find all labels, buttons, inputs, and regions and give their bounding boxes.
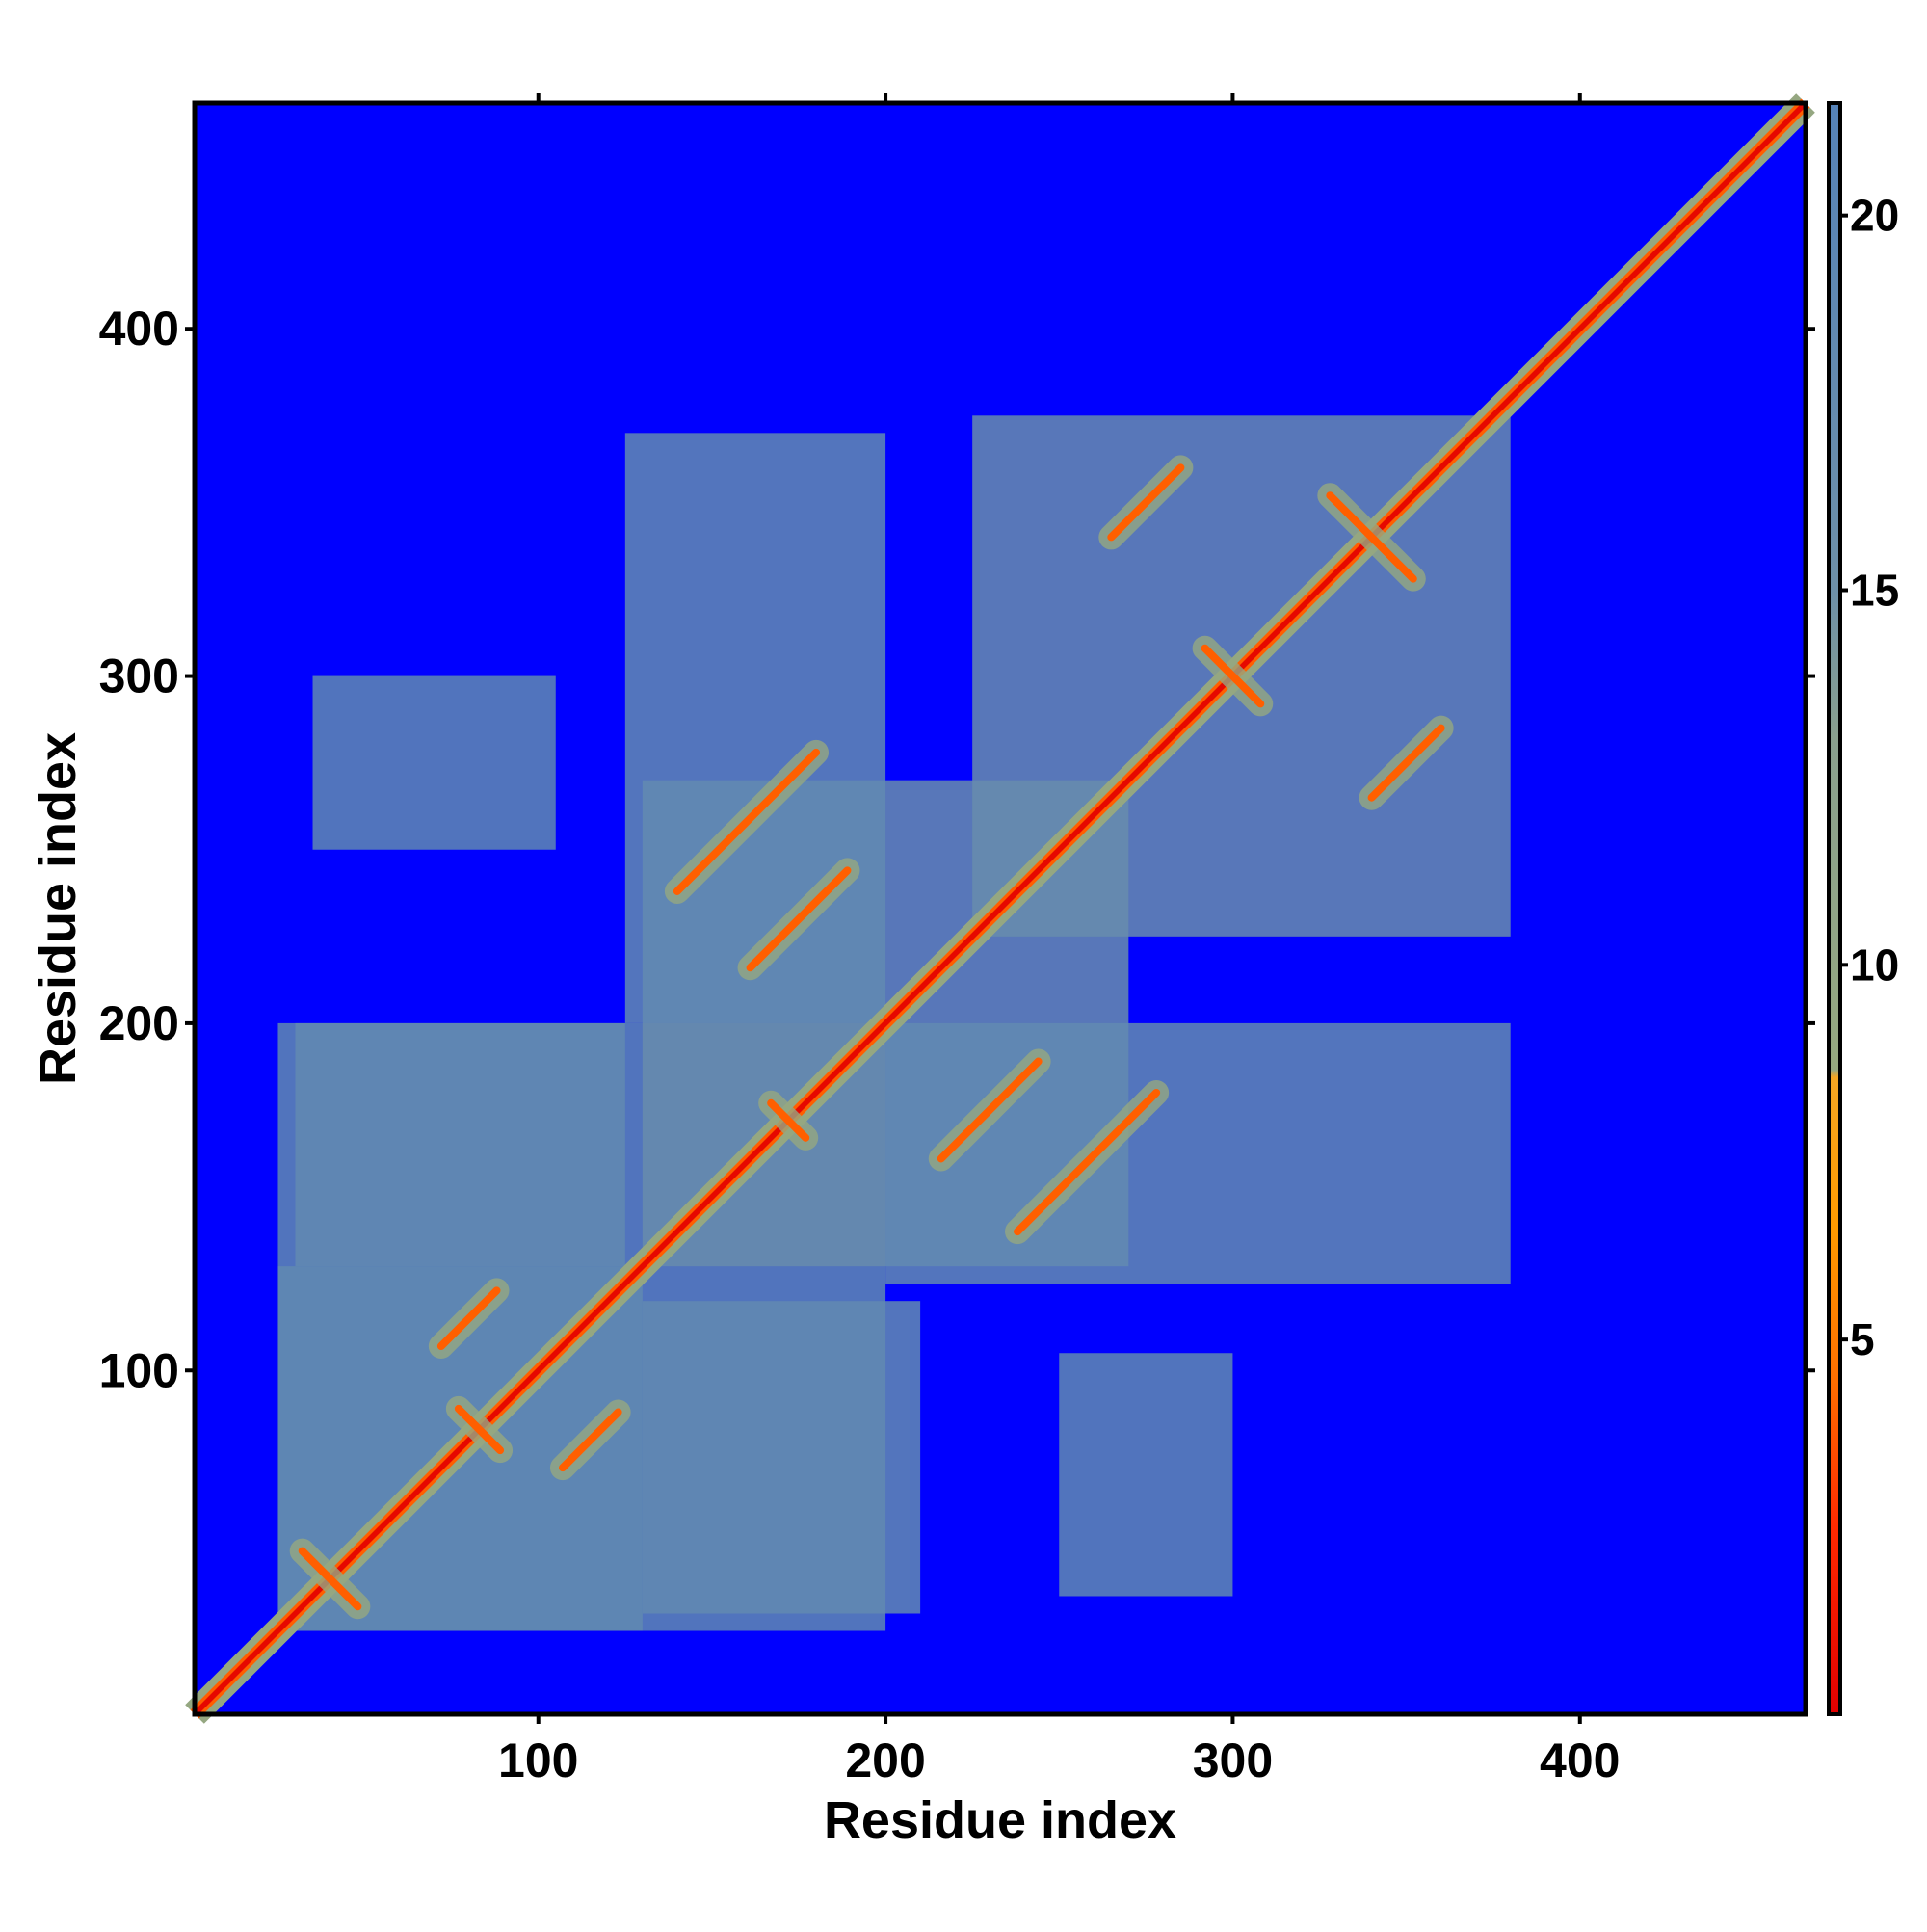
y-axis: 100 200 300 400 xyxy=(99,302,1815,1397)
colorbar-tick-label: 10 xyxy=(1850,940,1899,990)
domain-block-3 xyxy=(295,1022,625,1267)
contact-line-4 xyxy=(1326,491,1417,583)
colorbar: 5 10 15 20 xyxy=(1827,101,1899,1716)
colorbar-tick-label: 20 xyxy=(1850,191,1899,241)
colorbar-tick-label: 5 xyxy=(1850,1314,1875,1364)
domain-block-8 xyxy=(1059,1353,1233,1597)
x-tick-label: 400 xyxy=(1540,1734,1620,1787)
colorbar-gradient xyxy=(1827,101,1842,1716)
y-axis-label: Residue index xyxy=(29,732,87,1085)
contact-line-1 xyxy=(298,1547,362,1611)
y-tick-label: 200 xyxy=(99,996,179,1050)
contact-line-3 xyxy=(1201,644,1265,708)
x-tick-label: 200 xyxy=(845,1734,925,1787)
contact-line-12 xyxy=(558,1408,622,1472)
plot-frame xyxy=(192,100,1808,1717)
domain-block-5 xyxy=(885,1022,1511,1284)
plot-area xyxy=(185,93,1815,1724)
contact-line-8 xyxy=(746,866,852,972)
contact-line-5 xyxy=(767,1098,810,1142)
x-tick-label: 100 xyxy=(498,1734,578,1787)
contact-line-11 xyxy=(1367,724,1445,802)
contact-line-10 xyxy=(1107,463,1185,542)
contact-line-2 xyxy=(454,1404,505,1455)
contact-line-6 xyxy=(673,748,821,895)
diagonal-core xyxy=(192,100,1808,1717)
domain-block-4 xyxy=(642,1301,921,1614)
colorbar-ticks: 5 10 15 20 xyxy=(1840,191,1899,1364)
colorbar-tick-label: 15 xyxy=(1850,565,1899,615)
contact-line-9 xyxy=(937,1057,1043,1163)
x-tick-label: 300 xyxy=(1193,1734,1273,1787)
contact-line-7 xyxy=(1014,1088,1161,1236)
x-axis: 100 200 300 400 xyxy=(498,93,1620,1787)
y-tick-label: 300 xyxy=(99,649,179,703)
x-axis-label: Residue index xyxy=(824,1791,1176,1849)
y-tick-label: 400 xyxy=(99,302,179,356)
domain-block-9 xyxy=(312,675,556,850)
contact-features xyxy=(185,93,1815,1724)
y-tick-label: 100 xyxy=(99,1343,179,1397)
contact-line-13 xyxy=(436,1286,501,1351)
domain-block-6 xyxy=(624,433,886,1023)
